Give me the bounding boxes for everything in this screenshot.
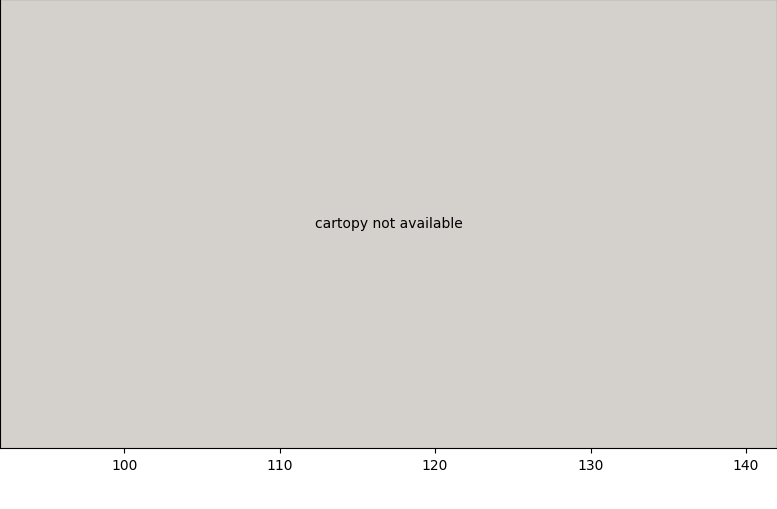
Text: cartopy not available: cartopy not available bbox=[315, 217, 462, 231]
